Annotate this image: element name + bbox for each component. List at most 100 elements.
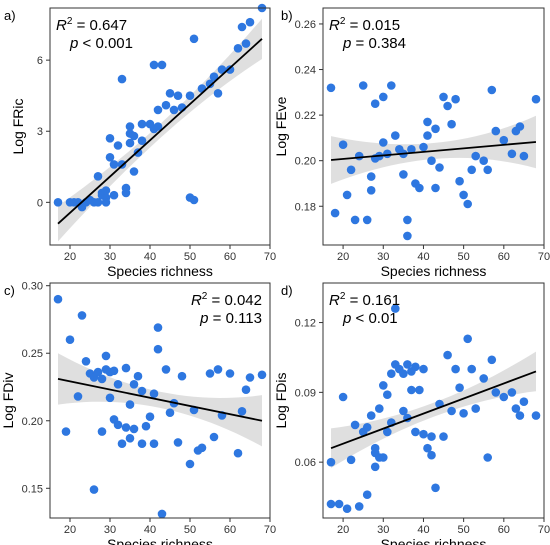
- y-tick-label: 0.09: [295, 387, 316, 399]
- r-symbol: R: [329, 17, 340, 34]
- data-point: [366, 172, 376, 181]
- y-tick-label: 0: [37, 197, 43, 209]
- data-point: [137, 136, 147, 145]
- data-point: [455, 176, 464, 186]
- data-point: [125, 122, 135, 131]
- data-point: [423, 131, 432, 140]
- y-axis-title: Log FRic: [10, 98, 26, 154]
- data-point: [411, 427, 420, 437]
- y-tick-label: 0.26: [295, 19, 316, 31]
- panel-4: 20 30 40 50 60 70 0.06 0.09 0.12 Species richness…: [273, 282, 550, 545]
- data-point: [383, 149, 392, 159]
- data-point: [161, 100, 171, 110]
- data-point: [77, 311, 87, 320]
- data-point: [499, 135, 509, 145]
- x-tick-label: 40: [417, 524, 429, 536]
- r-symbol: R: [191, 292, 202, 309]
- y-axis-title: Log FDis: [273, 372, 289, 428]
- data-point: [97, 427, 107, 436]
- data-point: [399, 170, 408, 179]
- data-point: [125, 138, 135, 148]
- data-point: [383, 390, 392, 400]
- data-point: [519, 397, 529, 407]
- data-point: [407, 145, 416, 154]
- x-tick-label: 70: [538, 251, 550, 263]
- r-exponent: 2: [67, 16, 73, 27]
- data-point: [326, 499, 336, 509]
- data-point: [65, 335, 75, 345]
- data-point: [362, 423, 372, 432]
- y-axis-title: Log FEve: [273, 96, 289, 156]
- data-point: [479, 374, 489, 383]
- y-tick-label: 0.30: [22, 281, 43, 293]
- data-point: [185, 91, 195, 100]
- data-point: [173, 91, 183, 100]
- r-value: = 0.647: [72, 17, 127, 34]
- data-point: [97, 374, 107, 384]
- data-point: [471, 151, 481, 161]
- data-point: [105, 153, 115, 162]
- data-point: [399, 369, 408, 379]
- data-point: [411, 362, 420, 372]
- data-point: [205, 79, 215, 89]
- data-point: [141, 421, 151, 431]
- data-point: [387, 369, 396, 379]
- data-point: [117, 74, 127, 84]
- plot-frame: [49, 282, 271, 519]
- data-point: [499, 392, 509, 402]
- data-point: [419, 142, 428, 152]
- p-value-label: p < 0.01: [342, 310, 398, 327]
- data-point: [241, 385, 251, 395]
- p-value: < 0.01: [351, 310, 397, 327]
- data-point: [427, 450, 436, 460]
- data-point: [133, 148, 143, 157]
- data-point: [93, 367, 103, 377]
- x-tick-label: 20: [64, 251, 76, 263]
- data-point: [447, 406, 456, 416]
- data-point: [113, 380, 123, 389]
- data-point: [209, 432, 219, 442]
- data-point: [233, 44, 243, 53]
- data-point: [507, 388, 517, 397]
- data-point: [431, 124, 440, 134]
- data-point: [531, 411, 541, 420]
- data-point: [113, 420, 123, 430]
- data-point: [338, 140, 348, 149]
- data-point: [53, 198, 63, 207]
- r-squared-label: R2 = 0.161: [329, 291, 400, 309]
- data-point: [435, 163, 444, 172]
- data-point: [257, 370, 267, 380]
- data-point: [153, 323, 163, 332]
- data-point: [531, 94, 541, 104]
- data-point: [491, 126, 501, 136]
- data-point: [366, 186, 376, 195]
- data-point: [403, 215, 412, 225]
- data-point: [237, 22, 247, 32]
- x-tick-label: 70: [538, 524, 550, 536]
- data-point: [121, 423, 131, 432]
- r-value: = 0.015: [345, 17, 400, 34]
- x-tick-label: 30: [104, 251, 116, 263]
- data-point: [519, 151, 529, 161]
- panel-3: 20 30 40 50 60 70 0.15 0.20 0.25 0.30 Species rich…: [0, 281, 276, 545]
- p-value-label: p = 0.113: [199, 310, 262, 327]
- data-point: [511, 404, 521, 413]
- data-point: [354, 151, 364, 161]
- data-point: [362, 490, 372, 500]
- data-point: [483, 453, 493, 462]
- x-tick-label: 60: [224, 524, 236, 536]
- data-point: [471, 404, 481, 413]
- panel-label: b): [281, 8, 293, 23]
- x-tick-label: 30: [104, 524, 116, 536]
- confidence-band: [331, 115, 536, 184]
- data-point: [439, 432, 448, 441]
- data-point: [153, 122, 163, 131]
- data-point: [350, 215, 360, 225]
- data-point: [467, 165, 477, 175]
- r-symbol: R: [56, 17, 67, 34]
- data-point: [379, 138, 388, 147]
- panel-1: 20 30 40 50 60 70 0 3 6 Species richness Log FRic a…: [4, 3, 276, 279]
- data-point: [173, 438, 183, 447]
- data-point: [53, 294, 63, 304]
- data-point: [483, 165, 493, 175]
